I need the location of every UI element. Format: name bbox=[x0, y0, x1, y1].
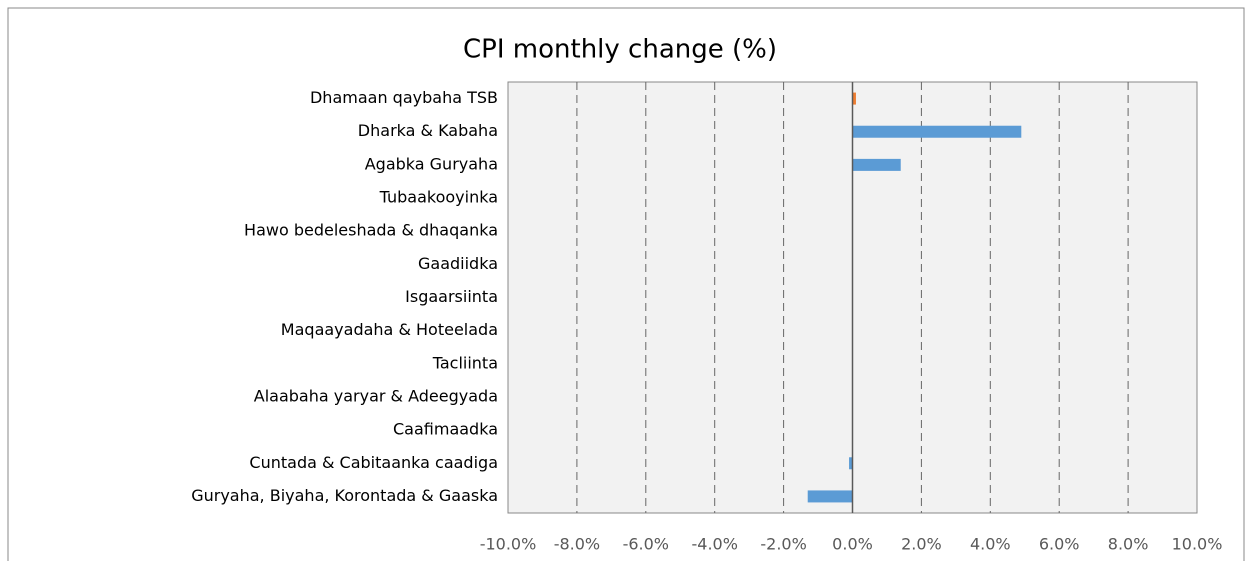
y-tick-label: Cuntada & Cabitaanka caadiga bbox=[249, 453, 498, 472]
y-tick-label: Maqaayadaha & Hoteelada bbox=[281, 320, 498, 339]
x-tick-label: -4.0% bbox=[691, 535, 737, 554]
y-tick-label: Isgaarsiinta bbox=[405, 287, 498, 306]
y-tick-label: Hawo bedeleshada & dhaqanka bbox=[244, 221, 498, 240]
x-tick-label: 2.0% bbox=[901, 535, 942, 554]
y-tick-label: Tacliinta bbox=[432, 353, 498, 372]
y-tick-label: Guryaha, Biyaha, Korontada & Gaaska bbox=[191, 486, 498, 505]
y-tick-label: Tubaakooyinka bbox=[379, 188, 498, 207]
y-tick-label: Gaadiidka bbox=[418, 254, 498, 273]
y-tick-label: Dharka & Kabaha bbox=[358, 121, 498, 140]
x-tick-label: 4.0% bbox=[970, 535, 1011, 554]
y-tick-label: Caafimaadka bbox=[393, 420, 498, 439]
x-tick-label: 0.0% bbox=[832, 535, 873, 554]
y-tick-label: Alaabaha yaryar & Adeegyada bbox=[254, 386, 498, 405]
x-tick-label: 8.0% bbox=[1108, 535, 1149, 554]
x-tick-label: 6.0% bbox=[1039, 535, 1080, 554]
chart-title: CPI monthly change (%) bbox=[463, 35, 777, 65]
bar bbox=[852, 92, 856, 105]
bar bbox=[852, 125, 1022, 138]
bar bbox=[807, 490, 853, 503]
x-tick-label: -2.0% bbox=[760, 535, 806, 554]
y-tick-label: Agabka Guryaha bbox=[365, 154, 498, 173]
x-tick-label: -10.0% bbox=[480, 535, 537, 554]
y-tick-label: Dhamaan qaybaha TSB bbox=[310, 88, 498, 107]
bar bbox=[849, 457, 853, 470]
x-tick-label: -6.0% bbox=[623, 535, 669, 554]
x-tick-label: 10.0% bbox=[1172, 535, 1223, 554]
x-tick-label: -8.0% bbox=[554, 535, 600, 554]
bar bbox=[852, 158, 901, 171]
